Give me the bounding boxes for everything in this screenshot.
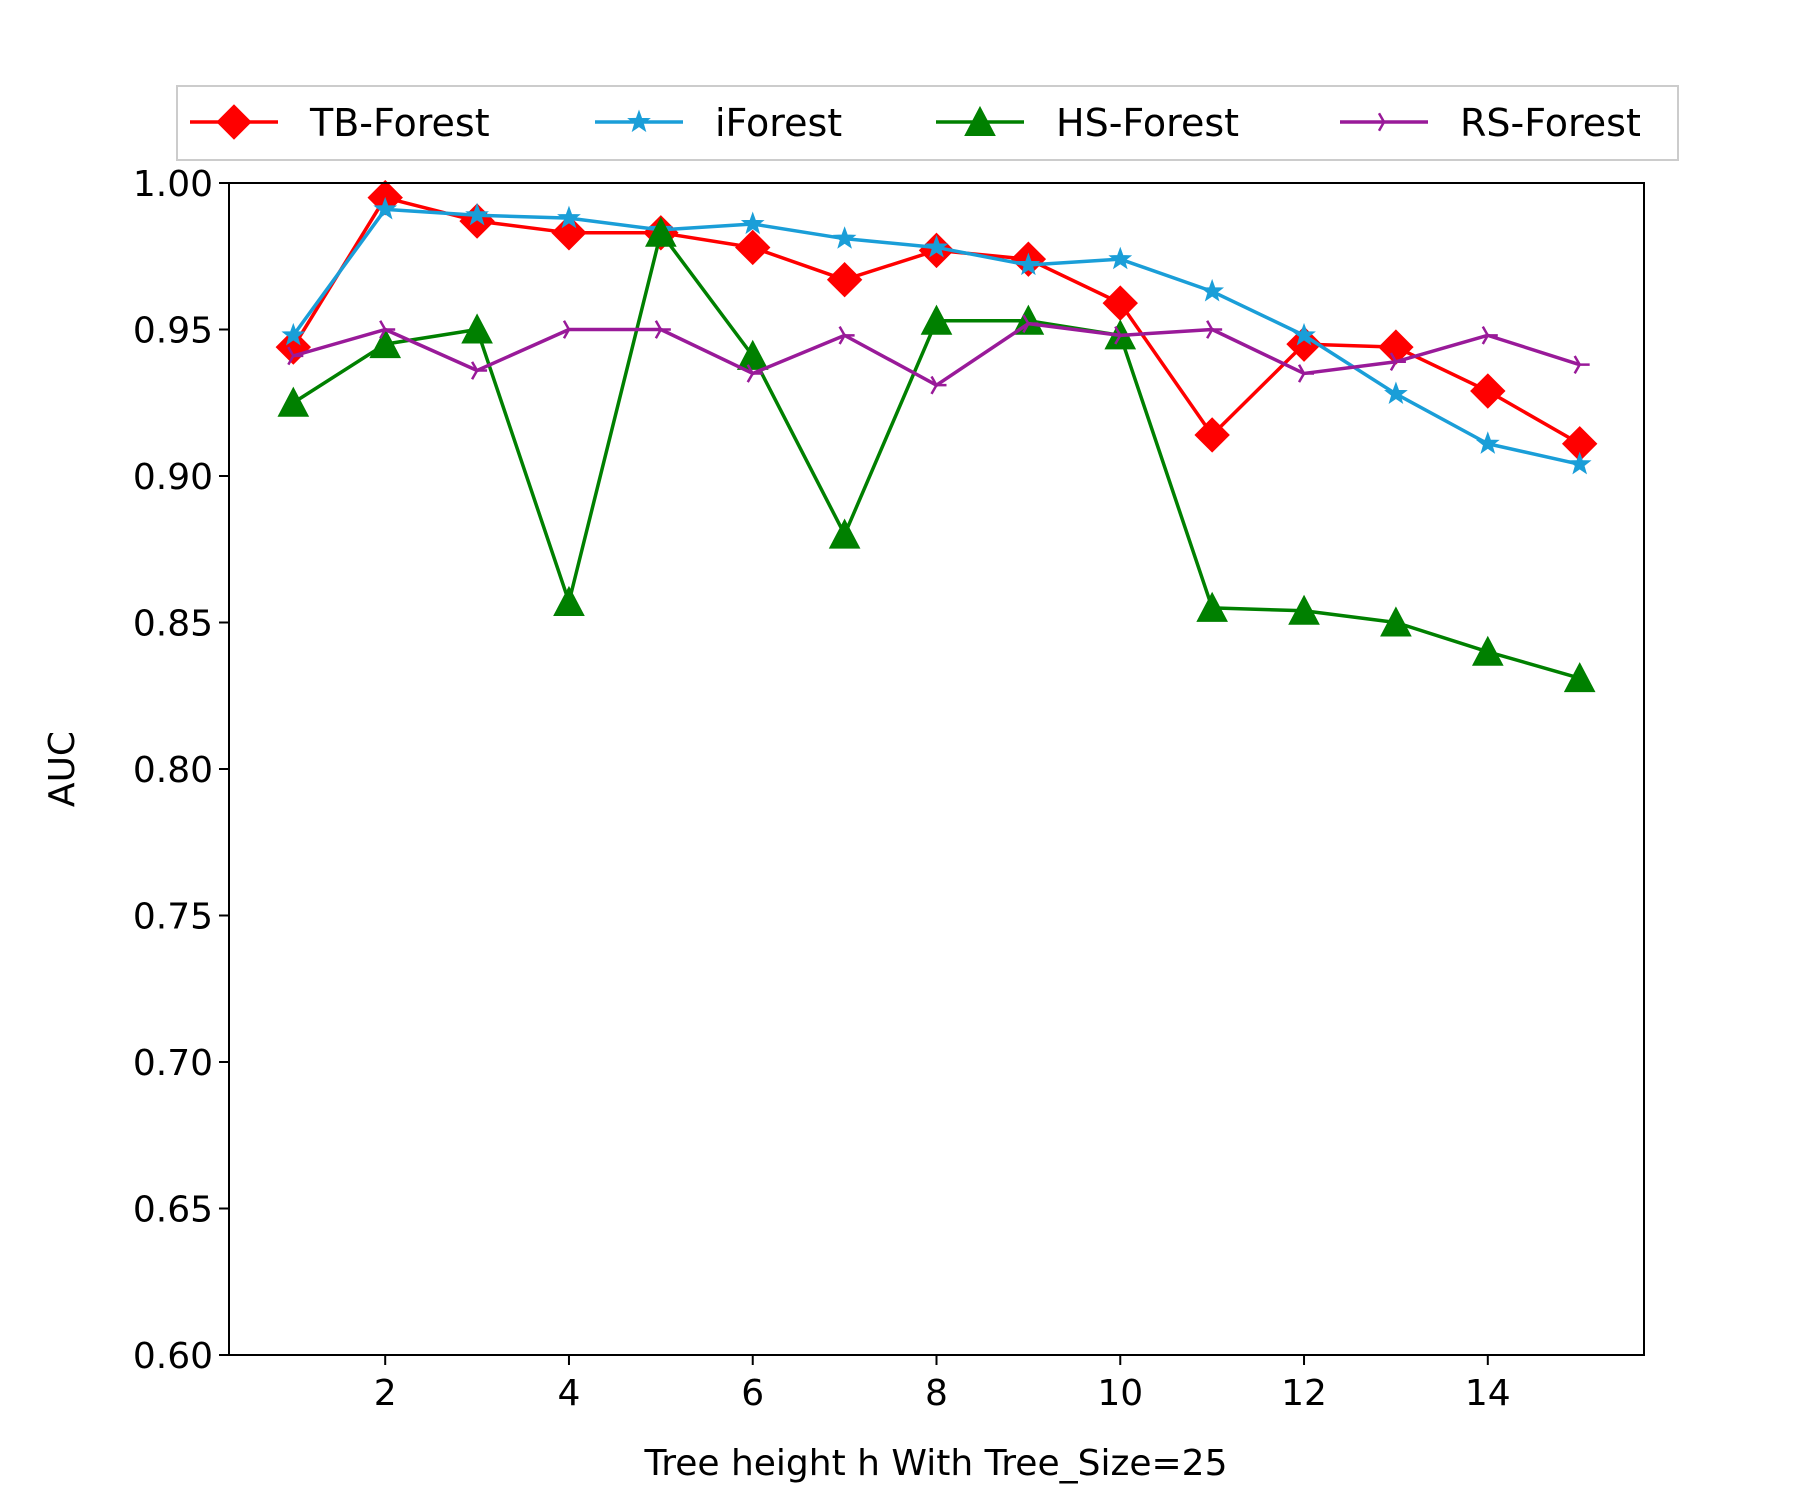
data-point-iforest [1016, 252, 1041, 276]
data-point-iforest [281, 322, 306, 346]
legend-label-rs-forest: RS-Forest [1460, 101, 1641, 145]
legend-marker-hs-forest [964, 105, 996, 136]
y-axis: 0.60 0.65 0.70 0.75 0.80 0.85 0.90 0.95 1.00 [133, 164, 229, 1377]
data-point-rs-forest [838, 326, 855, 345]
x-tick-label: 2 [374, 1373, 397, 1414]
data-point-hs-forest [461, 313, 493, 344]
data-point-iforest [1567, 451, 1592, 475]
y-tick-label: 1.00 [133, 164, 213, 205]
y-tick-label: 0.80 [133, 750, 213, 791]
x-tick-label: 8 [925, 1373, 948, 1414]
data-point-iforest [924, 234, 949, 258]
data-point-hs-forest [1196, 591, 1228, 622]
data-point-iforest [557, 205, 581, 229]
series-hs-forest [277, 216, 1596, 693]
data-point-rs-forest [379, 320, 396, 339]
y-tick-label: 0.60 [133, 1336, 213, 1377]
data-point-rs-forest [287, 346, 304, 366]
legend-marker-iforest [627, 109, 651, 133]
data-point-iforest [1200, 278, 1225, 302]
data-point-iforest [1292, 322, 1316, 346]
y-tick-label: 0.75 [133, 897, 213, 938]
data-point-tb-forest [1470, 373, 1506, 409]
data-point-hs-forest [1288, 594, 1320, 625]
data-point-iforest [832, 226, 857, 249]
data-point-rs-forest [471, 361, 488, 380]
series-line-hs-forest [292, 231, 1581, 680]
data-point-hs-forest [553, 585, 585, 616]
data-point-hs-forest [1380, 606, 1412, 637]
data-point-tb-forest [826, 261, 863, 298]
data-point-tb-forest [1286, 326, 1322, 362]
y-tick-label: 0.85 [133, 604, 213, 645]
series-rs-forest [287, 314, 1590, 395]
legend-marker-rs-forest [1377, 112, 1394, 132]
data-point-rs-forest [562, 320, 579, 339]
data-point-hs-forest [828, 518, 861, 549]
data-point-rs-forest [746, 364, 763, 383]
data-point-hs-forest [736, 339, 769, 370]
legend-entry-rs-forest: RS-Forest [1340, 101, 1641, 145]
data-point-hs-forest [920, 304, 953, 335]
data-point-iforest [465, 202, 489, 226]
legend-label-iforest: iForest [715, 101, 842, 145]
data-point-rs-forest [654, 320, 671, 339]
data-point-tb-forest [551, 215, 587, 251]
legend-entry-iforest: iForest [595, 101, 842, 145]
x-axis-label: Tree height h With Tree_Size=25 [644, 1443, 1228, 1484]
data-point-iforest [1108, 246, 1133, 270]
legend-entry-tb-forest: TB-Forest [190, 101, 490, 145]
x-tick-label: 6 [741, 1373, 764, 1414]
data-point-rs-forest [930, 375, 947, 395]
x-tick-label: 12 [1281, 1373, 1327, 1414]
legend-label-hs-forest: HS-Forest [1056, 101, 1239, 145]
data-point-rs-forest [1573, 355, 1590, 374]
data-point-iforest [1384, 381, 1408, 405]
data-point-iforest [740, 211, 765, 235]
data-point-hs-forest [1471, 635, 1504, 666]
x-tick-label: 14 [1465, 1373, 1511, 1414]
legend-marker-tb-forest [216, 104, 252, 140]
data-point-tb-forest [1102, 285, 1138, 321]
y-tick-label: 0.65 [133, 1190, 213, 1231]
data-point-tb-forest [1194, 417, 1230, 453]
data-point-hs-forest [369, 328, 402, 359]
legend: TB-Forest iForest HS-Forest RS-Forest [176, 85, 1679, 161]
data-point-hs-forest [1563, 662, 1596, 693]
data-point-hs-forest [277, 386, 310, 417]
plot-frame [228, 182, 1645, 1356]
data-point-iforest [1475, 431, 1500, 454]
data-point-rs-forest [1389, 352, 1406, 372]
y-tick-label: 0.70 [133, 1043, 213, 1084]
data-point-iforest [373, 196, 398, 220]
data-point-tb-forest [735, 229, 771, 266]
legend-entry-hs-forest: HS-Forest [936, 101, 1239, 145]
x-axis: 2 4 6 8 10 12 14 [374, 1355, 1511, 1414]
data-point-rs-forest [1022, 314, 1039, 333]
legend-label-tb-forest: TB-Forest [309, 101, 490, 145]
y-tick-label: 0.90 [133, 457, 213, 498]
data-point-rs-forest [1114, 326, 1131, 345]
x-tick-label: 4 [558, 1373, 581, 1414]
x-tick-label: 10 [1097, 1373, 1143, 1414]
data-point-hs-forest [645, 216, 677, 247]
data-point-rs-forest [1297, 364, 1315, 383]
data-point-rs-forest [1481, 326, 1498, 345]
plot-area [275, 179, 1598, 693]
y-axis-label: AUC [42, 731, 83, 807]
data-point-rs-forest [1206, 320, 1223, 339]
y-tick-label: 0.95 [133, 311, 213, 352]
